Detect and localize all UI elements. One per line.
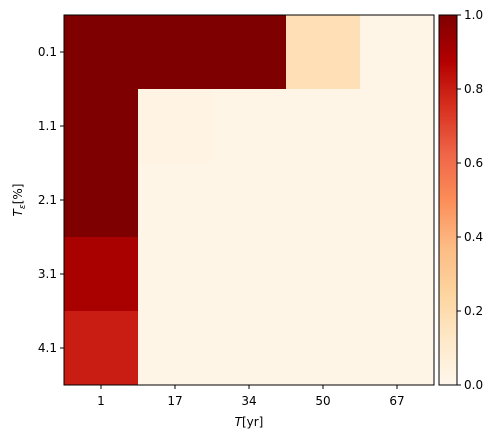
x-tick-label: 50 xyxy=(315,394,330,408)
x-tick-label: 34 xyxy=(241,394,256,408)
y-tick-label: 0.1 xyxy=(38,45,57,59)
heatmap-cell xyxy=(138,237,213,312)
heatmap-cell xyxy=(64,311,139,386)
x-tick-label: 1 xyxy=(97,394,105,408)
heatmap-cell xyxy=(286,15,361,90)
heatmap-cell xyxy=(360,89,435,164)
heatmap-cell xyxy=(360,163,435,238)
colorbar-tick-label: 1.0 xyxy=(464,8,483,22)
heatmap-cell xyxy=(212,89,287,164)
heatmap-cell xyxy=(64,163,139,238)
heatmap-cell xyxy=(286,237,361,312)
y-tick-label: 4.1 xyxy=(38,341,57,355)
heatmap-cells xyxy=(64,15,435,386)
heatmap-cell xyxy=(286,89,361,164)
y-tick-label: 2.1 xyxy=(38,193,57,207)
x-axis-label: T[yr] xyxy=(235,415,264,429)
x-tick-label: 17 xyxy=(167,394,182,408)
heatmap-cell xyxy=(360,311,435,386)
y-axis-label: Tε[%] xyxy=(11,184,28,217)
heatmap-cell xyxy=(212,163,287,238)
y-tick-label: 3.1 xyxy=(38,267,57,281)
heatmap-cell xyxy=(212,237,287,312)
y-axis-ticks: 0.1 1.1 2.1 3.1 4.1 xyxy=(38,45,64,355)
colorbar-tick-label: 0.4 xyxy=(464,230,483,244)
y-tick-label: 1.1 xyxy=(38,119,57,133)
heatmap-cell xyxy=(138,15,213,90)
heatmap-cell xyxy=(212,15,287,90)
heatmap-cell xyxy=(360,237,435,312)
x-axis-ticks: 1 17 34 50 67 xyxy=(97,385,405,408)
colorbar-tick-label: 0.6 xyxy=(464,156,483,170)
colorbar-tick-label: 0.8 xyxy=(464,82,483,96)
heatmap-cell xyxy=(64,237,139,312)
heatmap-cell xyxy=(360,15,435,90)
heatmap-cell xyxy=(138,163,213,238)
heatmap-cell xyxy=(212,311,287,386)
heatmap-cell xyxy=(138,89,213,164)
colorbar xyxy=(438,14,458,386)
heatmap-cell xyxy=(64,15,139,90)
x-tick-label: 67 xyxy=(389,394,404,408)
colorbar-tick-label: 0.2 xyxy=(464,304,483,318)
heatmap-cell xyxy=(138,311,213,386)
heatmap-cell xyxy=(286,163,361,238)
heatmap-cell xyxy=(286,311,361,386)
heatmap-cell xyxy=(64,89,139,164)
colorbar-ticks: 0.0 0.2 0.4 0.6 0.8 1.0 xyxy=(457,8,483,392)
colorbar-tick-label: 0.0 xyxy=(464,378,483,392)
